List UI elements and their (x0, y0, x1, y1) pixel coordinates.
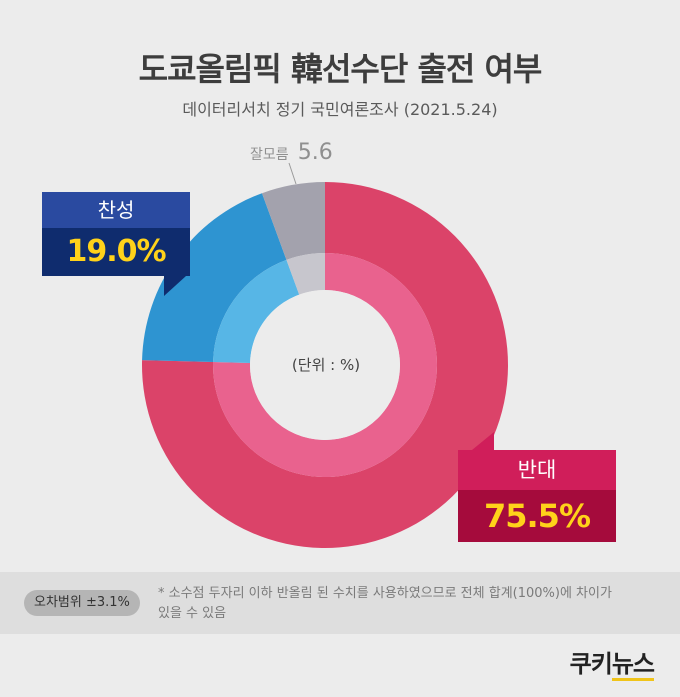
footnote-line-1: * 소수점 두자리 이하 반올림 된 수치를 사용하였으므로 전체 합계(100… (158, 586, 612, 601)
oppose-callout-pointer (472, 432, 494, 450)
dontknow-slice (261, 182, 325, 260)
dontknow-leader-line (288, 162, 297, 185)
oppose-slice (142, 182, 508, 549)
footnote-line-2: 있을 수 있음 (158, 606, 227, 621)
agree-name: 찬성 (42, 192, 190, 228)
unit-label: (단위 : %) (291, 356, 361, 374)
dontknow-slice-inner-band (286, 253, 325, 295)
donut-hole (250, 290, 400, 440)
oppose-slice-inner-band (213, 253, 437, 477)
chart-title: 도쿄올림픽 韓선수단 출전 여부 (138, 50, 543, 88)
dontknow-value: 5.6 (297, 140, 333, 165)
oppose-name: 반대 (458, 450, 616, 490)
dontknow-name: 잘모름 (250, 147, 289, 163)
logo-part-2: 뉴스 (611, 650, 655, 681)
agree-slice-inner-band (213, 259, 300, 363)
logo-part-1: 쿠키 (569, 650, 613, 678)
agree-callout: 찬성 19.0% (42, 192, 190, 296)
oppose-callout: 반대 75.5% (458, 432, 616, 542)
agree-value: 19.0% (42, 228, 190, 276)
oppose-value: 75.5% (458, 490, 616, 542)
agree-slice (142, 193, 287, 363)
chart-subtitle: 데이터리서치 정기 국민여론조사 (2021.5.24) (182, 100, 498, 119)
margin-of-error-badge: 오차범위 ±3.1% (24, 590, 140, 616)
agree-callout-pointer (164, 276, 186, 296)
footnote: * 소수점 두자리 이하 반올림 된 수치를 사용하였으므로 전체 합계(100… (158, 584, 658, 624)
dontknow-label: 잘모름 5.6 (250, 140, 333, 165)
publisher-logo: 쿠키뉴스 (569, 644, 655, 681)
